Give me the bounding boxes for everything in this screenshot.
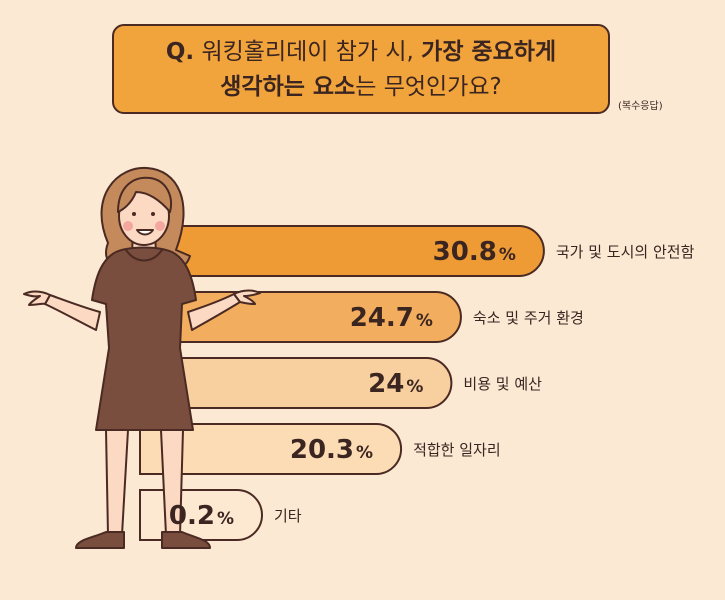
bar-value-label: 24.7% — [350, 303, 433, 333]
bar — [139, 357, 453, 409]
question-line-2: 생각하는 요소는 무엇인가요? — [114, 73, 608, 101]
bar — [139, 423, 402, 475]
question-text-bold-1: 가장 중요하게 — [421, 39, 557, 65]
bar — [139, 225, 545, 277]
left-leg — [105, 429, 129, 536]
category-label: 숙소 및 주거 환경 — [473, 309, 584, 327]
bar-value-label: 0.2% — [169, 501, 234, 531]
right-shoe — [161, 531, 211, 549]
question-box: Q. 워킹홀리데이 참가 시, 가장 중요하게 생각하는 요소는 무엇인가요? — [112, 24, 610, 114]
question-line-1: Q. 워킹홀리데이 참가 시, 가장 중요하게 — [114, 38, 608, 66]
multiple-response-note: (복수응답) — [618, 101, 663, 112]
woman-illustration — [23, 166, 261, 549]
value-labels-group: 30.8 % 24.7 % 24 % 20.3 % 0.2% — [169, 237, 516, 531]
right-hand — [233, 289, 261, 305]
question-text-bold-2: 생각하는 요소 — [220, 74, 356, 100]
question-prefix: Q. — [165, 39, 195, 65]
dress — [91, 246, 197, 431]
left-cheek — [123, 221, 133, 231]
left-hand — [23, 290, 51, 306]
bar-value-label: 30.8% — [433, 237, 516, 267]
right-eye — [151, 212, 155, 216]
dress-neckline — [125, 249, 163, 262]
category-label: 기타 — [274, 507, 302, 525]
category-label: 비용 및 예산 — [463, 375, 542, 393]
right-cheek — [155, 221, 165, 231]
category-label: 적합한 일자리 — [413, 441, 501, 459]
question-text-plain-1: 워킹홀리데이 참가 시, — [201, 39, 414, 65]
bar-value-label: 20.3% — [290, 435, 373, 465]
left-shoe — [75, 531, 125, 549]
category-label: 국가 및 도시의 안전함 — [556, 243, 695, 261]
left-eye — [132, 212, 136, 216]
question-text-plain-2: 는 무엇인가요? — [355, 74, 502, 100]
smile — [136, 229, 154, 236]
hair-bangs — [117, 176, 172, 213]
bar-value-label: 24% — [368, 369, 423, 399]
